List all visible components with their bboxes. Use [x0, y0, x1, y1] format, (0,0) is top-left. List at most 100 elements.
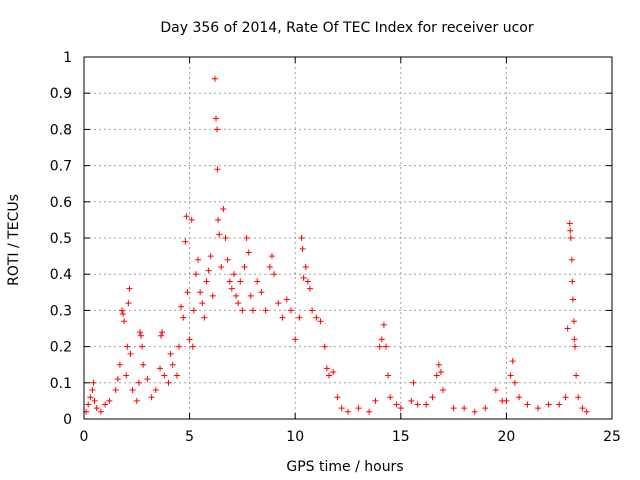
x-tick-label: 15: [392, 429, 410, 445]
data-point: [579, 405, 586, 412]
data-point: [140, 361, 147, 368]
data-point: [258, 289, 265, 296]
x-tick-label: 5: [185, 429, 194, 445]
data-point: [461, 405, 468, 412]
data-point: [230, 271, 237, 278]
data-point: [410, 379, 417, 386]
data-point: [524, 401, 531, 408]
y-tick-label: 0.5: [50, 231, 72, 247]
data-point: [144, 376, 151, 383]
data-point: [214, 166, 221, 173]
y-axis-label: ROTI / TECUs: [6, 194, 22, 286]
data-point: [372, 397, 379, 404]
data-point: [556, 401, 563, 408]
y-tick-label: 0.7: [50, 159, 72, 175]
data-point: [569, 296, 576, 303]
y-tick-label: 0.8: [50, 122, 72, 138]
data-point: [325, 372, 332, 379]
data-point: [197, 289, 204, 296]
data-point: [148, 394, 155, 401]
data-point: [184, 289, 191, 296]
data-point: [158, 332, 165, 339]
data-point: [309, 307, 316, 314]
data-point: [566, 220, 573, 227]
data-point: [182, 238, 189, 245]
data-point: [241, 263, 248, 270]
data-point: [271, 271, 278, 278]
data-point: [190, 307, 197, 314]
data-point: [397, 405, 404, 412]
data-point: [93, 405, 100, 412]
y-tick-label: 0.6: [50, 195, 72, 211]
data-point: [471, 408, 478, 415]
data-point: [192, 271, 199, 278]
data-point: [124, 343, 131, 350]
data-point: [235, 300, 242, 307]
data-point: [299, 245, 306, 252]
data-point: [106, 397, 113, 404]
data-point: [220, 206, 227, 213]
data-point: [176, 343, 183, 350]
x-axis-label: GPS time / hours: [286, 459, 403, 475]
data-point: [429, 394, 436, 401]
data-point: [102, 401, 109, 408]
data-point: [279, 314, 286, 321]
data-point: [437, 368, 444, 375]
data-point: [211, 75, 218, 82]
data-point: [243, 235, 250, 241]
data-point: [573, 372, 580, 379]
data-point: [97, 408, 104, 415]
data-point: [201, 314, 208, 321]
data-point: [571, 336, 578, 343]
data-point: [120, 311, 127, 318]
data-point: [209, 292, 216, 299]
data-point: [313, 314, 320, 321]
data-point: [91, 397, 98, 404]
data-point: [321, 343, 328, 350]
data-point: [509, 358, 516, 365]
y-tick-label: 0.9: [50, 86, 72, 102]
data-point: [306, 285, 313, 292]
data-point: [378, 336, 385, 343]
data-point: [330, 368, 337, 375]
data-point: [178, 303, 185, 310]
data-point: [572, 343, 579, 350]
data-point: [116, 361, 123, 368]
data-point: [189, 343, 196, 350]
data-point: [133, 397, 140, 404]
data-point: [114, 376, 121, 383]
plot-frame: [83, 56, 613, 420]
data-point: [393, 401, 400, 408]
data-point: [127, 350, 134, 357]
data-point: [433, 372, 440, 379]
data-point: [287, 307, 294, 314]
data-point: [245, 249, 252, 256]
data-point: [562, 394, 569, 401]
x-tick-label: 20: [497, 429, 515, 445]
data-point: [435, 361, 442, 368]
data-point: [249, 307, 256, 314]
data-point: [516, 394, 523, 401]
data-point: [218, 263, 225, 270]
data-point: [183, 213, 190, 220]
data-point: [247, 292, 254, 299]
data-point: [304, 278, 311, 285]
data-point: [296, 314, 303, 321]
data-point: [195, 256, 202, 263]
data-point: [112, 387, 119, 394]
data-point: [119, 307, 126, 314]
y-tick-label: 0.2: [50, 340, 72, 356]
data-point: [167, 350, 174, 357]
y-tick-label: 0.1: [50, 376, 72, 392]
data-point: [233, 292, 240, 299]
data-point: [535, 405, 542, 412]
data-point: [199, 300, 206, 307]
x-tick-label: 10: [286, 429, 304, 445]
data-point: [203, 278, 210, 285]
data-point: [567, 235, 574, 241]
data-point: [129, 387, 136, 394]
data-point: [169, 361, 176, 368]
data-point: [383, 343, 390, 350]
data-point: [323, 365, 330, 372]
